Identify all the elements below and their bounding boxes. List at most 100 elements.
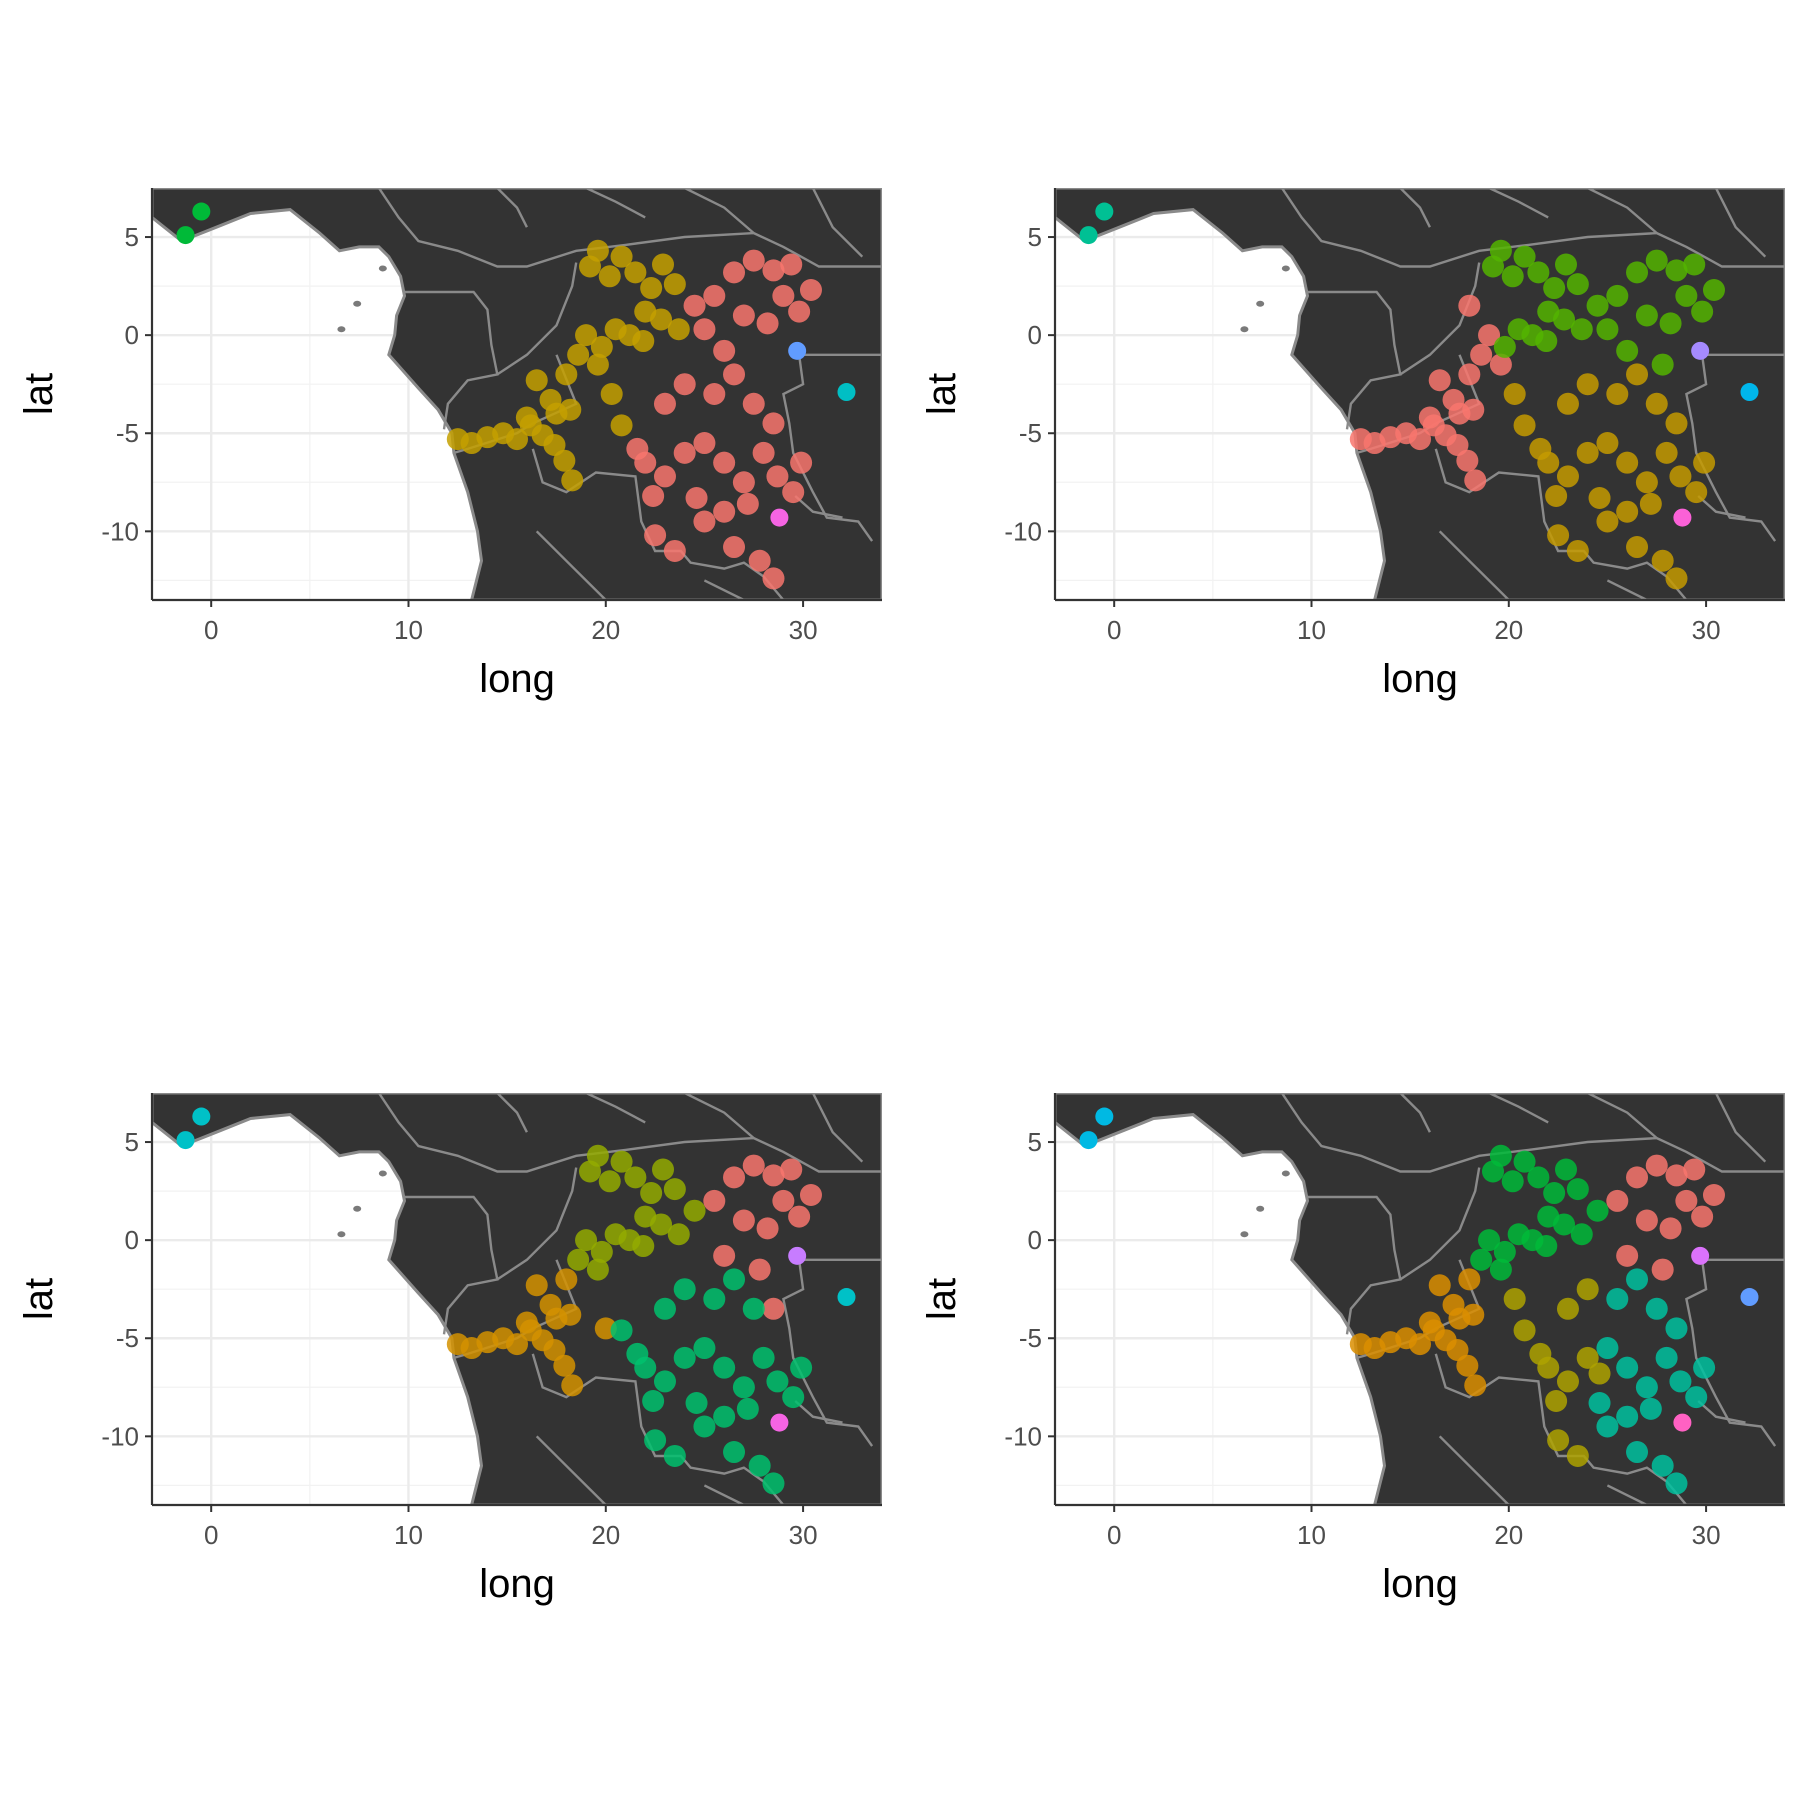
- series-3: [703, 1154, 822, 1320]
- data-point: [600, 383, 623, 405]
- y-tick-label: -10: [101, 1421, 139, 1451]
- data-point: [1651, 1454, 1674, 1477]
- series-2: [567, 1144, 706, 1281]
- data-point: [713, 1356, 736, 1379]
- data-point: [663, 1178, 686, 1201]
- panel-4: 5 0 -5 -10 0 10 20 30 long lat: [920, 1093, 1785, 1606]
- data-point: [703, 1288, 726, 1310]
- border-line: [1399, 188, 1431, 228]
- y-tick-label: 5: [125, 222, 139, 252]
- data-point: [525, 369, 548, 392]
- data-point: [1527, 261, 1550, 284]
- data-point: [1456, 1354, 1479, 1377]
- border-line: [1280, 1093, 1785, 1173]
- border-line: [1606, 1484, 1648, 1505]
- x-tick-label: 20: [1494, 615, 1523, 645]
- data-point: [1566, 1444, 1589, 1467]
- data-point: [1639, 1397, 1662, 1420]
- y-tick-label: 0: [1028, 320, 1042, 350]
- data-point: [762, 1297, 785, 1320]
- series-1: [1349, 294, 1512, 492]
- data-point: [780, 253, 803, 276]
- x-tick-label: 30: [1692, 615, 1721, 645]
- data-point: [837, 383, 856, 402]
- data-point: [742, 1297, 765, 1320]
- data-point: [1635, 471, 1658, 494]
- data-point: [790, 451, 813, 474]
- data-point: [770, 508, 789, 527]
- data-point: [1683, 253, 1706, 276]
- data-point: [1489, 239, 1512, 262]
- data-point: [748, 1258, 771, 1281]
- x-tick-label: 0: [1107, 615, 1121, 645]
- border-line: [1399, 262, 1481, 376]
- data-point: [1556, 392, 1579, 415]
- data-point: [1553, 1213, 1576, 1236]
- data-point: [1596, 432, 1619, 455]
- data-point: [1493, 335, 1516, 358]
- data-point: [1616, 1356, 1639, 1379]
- data-point: [713, 1244, 736, 1267]
- data-point: [723, 1166, 746, 1189]
- data-point: [756, 312, 779, 335]
- data-point: [610, 245, 633, 268]
- series-9: [1673, 1413, 1692, 1432]
- border-line: [404, 1195, 499, 1335]
- series-6: [1740, 383, 1759, 402]
- data-point: [703, 383, 726, 405]
- y-tick-label: -5: [1019, 1323, 1042, 1353]
- data-point: [1418, 1311, 1441, 1334]
- y-tick-label: -5: [116, 1323, 139, 1353]
- data-point: [1446, 1339, 1469, 1362]
- data-point: [667, 1223, 690, 1246]
- data-point: [586, 239, 609, 262]
- x-tick-label: 30: [1692, 1520, 1721, 1550]
- data-point: [192, 202, 211, 221]
- data-point: [1489, 353, 1512, 376]
- data-point: [723, 363, 746, 386]
- data-point: [1503, 1288, 1526, 1310]
- border-line: [684, 188, 755, 235]
- series-4: [1079, 202, 1114, 245]
- border-line: [1714, 1093, 1767, 1163]
- border-line: [1434, 1353, 1688, 1505]
- data-point: [1428, 1274, 1451, 1297]
- data-point: [1669, 465, 1692, 488]
- data-point: [618, 1229, 641, 1252]
- border-line: [1714, 188, 1767, 258]
- data-point: [1409, 428, 1431, 451]
- data-point: [732, 304, 755, 327]
- data-point: [782, 1386, 805, 1409]
- data-point: [624, 1166, 647, 1189]
- data-point: [1693, 1356, 1716, 1379]
- data-point: [1606, 1288, 1629, 1310]
- data-point: [515, 1311, 538, 1334]
- data-point: [736, 492, 759, 515]
- data-point: [752, 1346, 775, 1369]
- data-point: [1665, 412, 1688, 435]
- border-line: [794, 1400, 843, 1424]
- data-point: [788, 300, 811, 323]
- border-line: [585, 1093, 646, 1124]
- data-point: [1566, 539, 1589, 562]
- data-point: [1693, 451, 1716, 474]
- border-line: [1438, 1435, 1510, 1505]
- data-point: [1675, 1189, 1698, 1212]
- data-point: [732, 1376, 755, 1399]
- series-7: [770, 1413, 789, 1432]
- data-point: [1458, 363, 1481, 386]
- data-points: [1079, 202, 1759, 590]
- data-point: [1588, 1391, 1611, 1414]
- data-point: [1409, 1333, 1431, 1356]
- data-point: [732, 471, 755, 494]
- data-point: [756, 1217, 779, 1240]
- data-point: [1448, 1307, 1471, 1330]
- series-1: [446, 239, 690, 492]
- data-point: [610, 414, 633, 437]
- panel-1: 5 0 -5 -10 0 10 20 30 long lat: [17, 188, 882, 701]
- x-tick-label: 0: [204, 615, 218, 645]
- series-1: [1349, 1268, 1487, 1397]
- data-point: [1556, 465, 1579, 488]
- data-point: [673, 373, 696, 396]
- y-tick-label: 0: [125, 320, 139, 350]
